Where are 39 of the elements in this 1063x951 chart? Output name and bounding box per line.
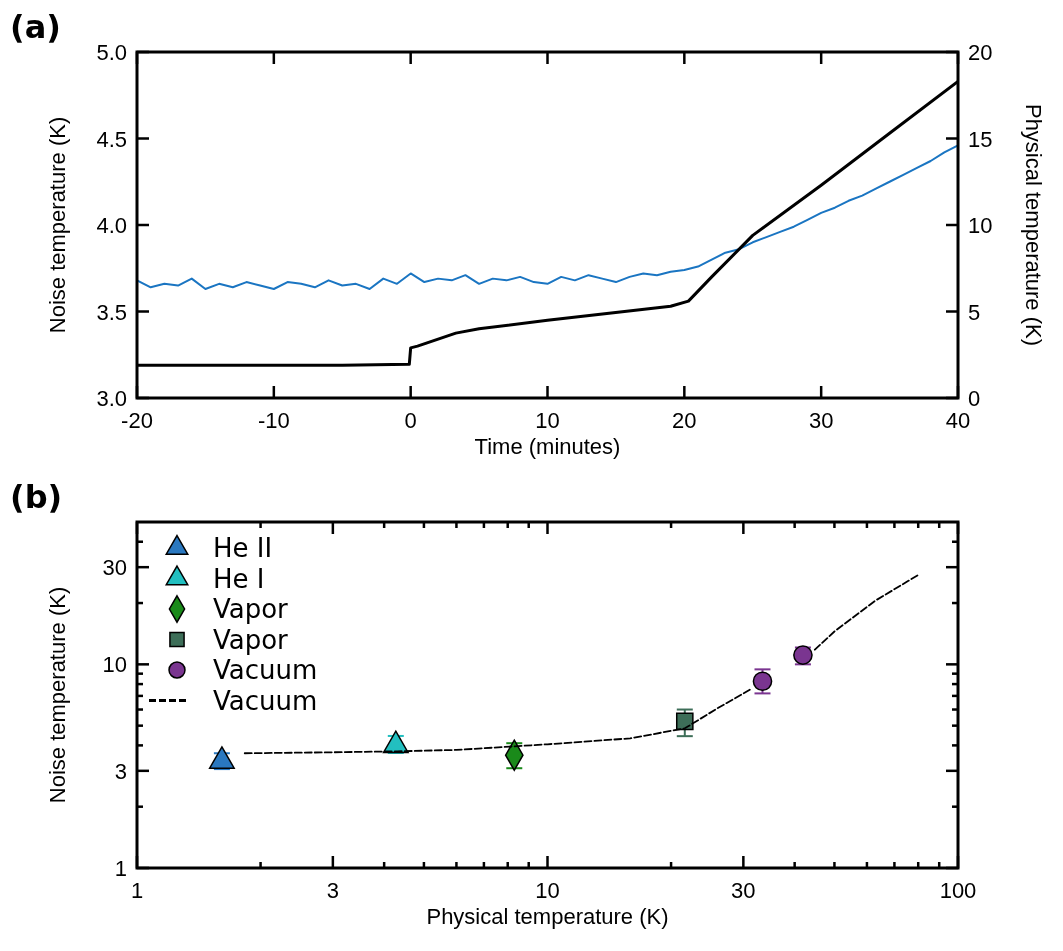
y-tick-label: 4.0 [96,213,127,238]
x-tick-label: -10 [257,408,290,433]
x-tick-label: 100 [939,878,977,903]
x-tick-label: 20 [672,408,697,433]
y-tick-label: 3 [114,758,127,784]
x-tick-label: 0 [404,408,417,433]
y2-tick-label: 15 [968,126,993,152]
y2-axis-title: Physical temperature (K) [1021,103,1046,347]
x-axis-title: Time (minutes) [474,434,621,459]
x-tick-label: 1 [130,878,144,903]
x-tick-label: 3 [326,878,339,903]
x-tick-label: 40 [945,408,971,433]
chart-title: (a) [10,8,61,46]
chart-title: (b) [10,478,63,516]
y-tick-label: 1 [114,856,127,881]
x-tick-label: 30 [808,408,834,433]
legend-label: He I [213,563,265,594]
legend-label: Vapor [213,624,289,655]
legend-label: Vapor [213,594,289,624]
y-tick-label: 4.5 [96,126,127,152]
y-axis-title: Noise temperature (K) [45,586,70,804]
x-axis-title: Physical temperature (K) [426,904,669,929]
legend-label: Vacuum [213,655,318,685]
x-tick-label: 10 [535,408,560,433]
y2-tick-label: 5 [968,299,981,325]
y-axis-title: Noise temperature (K) [45,116,70,334]
y2-tick-label: 0 [968,386,981,411]
y-tick-label: 10 [102,652,127,678]
y-tick-label: 3.0 [96,386,127,411]
y-tick-label: 30 [102,555,127,581]
x-tick-label: 30 [731,878,756,903]
y2-tick-label: 20 [968,40,993,65]
x-tick-label: -20 [121,408,153,433]
y-tick-label: 3.5 [96,299,127,325]
legend-label: He II [213,533,273,563]
legend-label: Vacuum [213,685,318,716]
y2-tick-label: 10 [968,213,993,238]
x-tick-label: 10 [535,878,560,903]
y-tick-label: 5.0 [96,40,127,65]
